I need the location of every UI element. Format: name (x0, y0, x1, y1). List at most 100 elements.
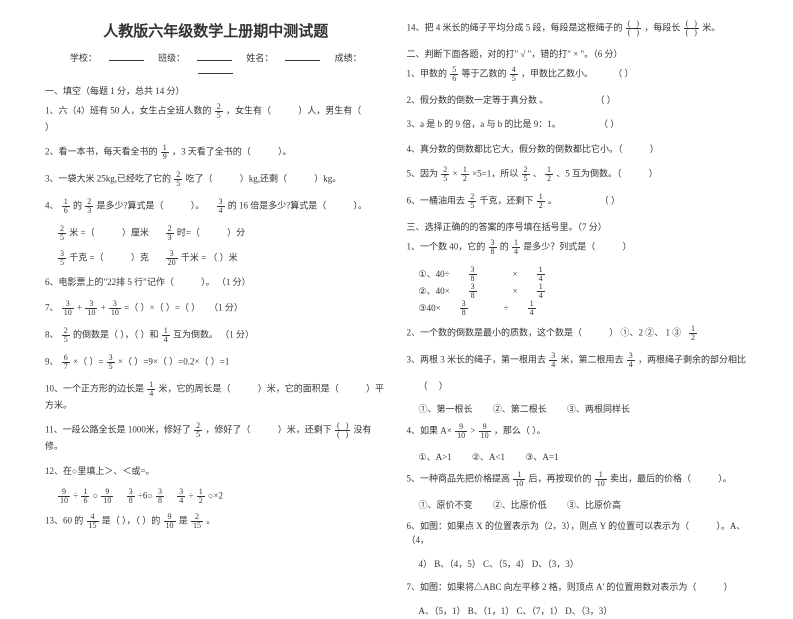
c1oa: ①、40÷ (419, 267, 450, 280)
q10a: 10、一个正方形的边长是 (45, 383, 144, 393)
c5d: ）。 (718, 473, 732, 483)
q2b: ，3 天看了全书的（ (172, 147, 251, 157)
b6a: 6、一桶油用去 (407, 196, 466, 206)
c1of: ÷ (504, 303, 509, 313)
q1: 1、六（4）班有 50 人，女生占全班人数的 25 ，女生有（ ）人，男生有（ … (45, 103, 387, 134)
c6: 6、如图：如果点 X 的位置表示为（2，3），则点 Y 的位置可以表示为（ ）。… (407, 519, 749, 548)
q5ab: ）厘米 (122, 228, 149, 238)
q10b: 米，它的周长是（ (159, 383, 231, 393)
q8b: 的倒数是（ ），（ ）和 (73, 329, 159, 339)
b3b: （ ） (599, 119, 619, 129)
q11b: ，修好了（ (205, 425, 250, 435)
q6a: 6、电影票上的"22排 5 行"记作（ (45, 277, 174, 287)
q5ad: ）分 (227, 228, 245, 238)
q2: 2、看一本书，每天看全书的 19 ，3 天看了全书的（ ）。 (45, 144, 387, 161)
c3: 3、两根 3 米长的绳子，第一根用去 34 米，第二根用去 34 ，两根绳子剩余… (407, 352, 749, 369)
b4: 4、真分数的倒数都比它大，假分数的倒数都比它小。（ ） (407, 142, 749, 156)
q3b: 吃了（ (186, 174, 213, 184)
section-b: 二、判断下面各题，对的打" √ "，错的打" × "。（6 分） (407, 47, 749, 60)
b1a: 1、甲数的 (407, 69, 448, 79)
b2b: （ ） (596, 95, 616, 105)
score-label: 成绩： (335, 51, 362, 64)
c1a: 1、一个数 40，它的 (407, 242, 486, 252)
q7c: + (101, 302, 106, 312)
c4a: 4、如果 A× (407, 425, 452, 435)
q9c: ×（ ）=9×（ ）=0.2×（ ）=1 (118, 356, 229, 366)
q3c: ）kg,还剩（ (240, 174, 287, 184)
c7a: 7、如图：如果将△ABC 向左平移 2 格，则顶点 A' 的位置用数对表示为（ (407, 582, 697, 592)
q13: 13、60 的 415 是（ ），（ ）的 910 是 215 。 (45, 513, 387, 530)
c1od: × (513, 286, 518, 296)
b5f: ） (649, 169, 658, 179)
q5b: 35 千克 =（ ）克 320 千米 = （ ）米 (57, 250, 387, 267)
b6b: 千克，还剩下 (480, 196, 534, 206)
q12ac: ÷6○ (138, 491, 153, 501)
b2: 2、假分数的倒数一定等于真分数 。 （ ） (407, 93, 749, 107)
b6: 6、一桶油用去 25 千克，还剩下 12 。 （ ） (407, 193, 749, 210)
q11a: 11、一段公路全长是 1000米，修好了 (45, 425, 191, 435)
left-column: 人教版六年级数学上册期中测试题 学校： 班级： 姓名： 成绩： 一、填空（每题 … (35, 20, 397, 541)
c3b: 米，第二根用去 (561, 355, 624, 365)
c4: 4、如果 A× 910 > 910 ，那么（ ）。 (407, 423, 749, 440)
q11c: ）米，还剩下 (278, 425, 332, 435)
q10c: ）米，它的面积是（ (258, 383, 339, 393)
c4oa: ①、A>1 (419, 450, 452, 463)
q12aa: ÷ (73, 491, 78, 501)
q14b: ，每段长 (644, 23, 680, 33)
c3oc: ③、两根同样长 (567, 402, 630, 415)
c5oa: ①、原价不变 (419, 498, 473, 511)
c1oe: ③40× (419, 303, 441, 314)
q14c: 米。 (702, 23, 720, 33)
q8: 8、 25 的倒数是（ ），（ ）和 14 互为倒数。 （1 分） (45, 327, 387, 344)
section-c: 三、选择正确的的答案的序号填在括号里。（7 分） (407, 220, 749, 233)
q4d: ）。 (191, 201, 205, 211)
q9a: 9、 (45, 356, 59, 366)
q14: 14、把 4 米长的绳子平均分成 5 段，每段是这根绳子的 ( )( ) ，每段… (407, 20, 749, 37)
c7: 7、如图：如果将△ABC 向左平移 2 格，则顶点 A' 的位置用数对表示为（ … (407, 580, 749, 594)
q12ad: ÷ (189, 491, 194, 501)
c3ob: ②、第二根长 (493, 402, 547, 415)
q5ba: 千克 =（ (69, 253, 103, 263)
q11: 11、一段公路全长是 1000米，修好了 25 ，修好了（ ）米，还剩下 ( )… (45, 422, 387, 453)
q4f: ）。 (354, 201, 368, 211)
c5: 5、一种商品先把价格提高 110 后，再按现价的 110 卖出，最后的价格（ ）… (407, 471, 749, 488)
b5b: × (453, 169, 458, 179)
b5c: ×5=1，所以 (472, 169, 518, 179)
q4: 4、 16 的 23 是多少?算式是（ ）。 34 的 16 倍是多少?算式是（… (45, 198, 387, 215)
c4ob: ②、A<1 (472, 450, 505, 463)
c5o: ①、原价不变 ②、比原价低 ③、比原价高 (419, 498, 749, 511)
c4b: > (470, 425, 475, 435)
q6: 6、电影票上的"22排 5 行"记作（ ）。 （1 分） (45, 275, 387, 289)
q5bb: ）克 (131, 253, 149, 263)
q13a: 13、60 的 (45, 516, 83, 526)
c1ob: × (513, 269, 518, 279)
q8a: 8、 (45, 329, 59, 339)
c6a: 6、如图：如果点 X 的位置表示为（2，3），则点 Y 的位置可以表示为（ (407, 521, 690, 531)
q3a: 3、一袋大米 25kg,已经吃了它的 (45, 174, 171, 184)
section-a: 一、填空（每题 1 分，总共 14 分） (45, 84, 387, 97)
q7e: （1 分） (209, 302, 243, 312)
c7b: ） (724, 582, 733, 592)
b1c: ，甲数比乙数小。 (521, 69, 593, 79)
q4e: 的 16 倍是多少?算式是（ (228, 201, 327, 211)
b6d: （ ） (600, 196, 620, 206)
b3a: 3、a 是 b 的 9 倍，a 与 b 的比是 9：1。 (407, 119, 561, 129)
c1d: ） (623, 242, 632, 252)
c3oa: ①、第一根长 (419, 402, 473, 415)
q12ab: ○ (93, 491, 98, 501)
c3a: 3、两根 3 米长的绳子，第一根用去 (407, 355, 547, 365)
q6b: ）。 （1 分） (201, 277, 251, 287)
b6c: 。 (548, 196, 557, 206)
c6sub: 4） B、（4，5） C、（5，4） D、（3，3） (419, 557, 749, 571)
c2: 2、一个数的倒数是最小的质数，这个数是（ ） ①、2 ②、 1 ③ 12 (407, 325, 749, 342)
b5d: 、 (533, 169, 542, 179)
q13b: 是（ ），（ ）的 (102, 516, 161, 526)
q3d: ）kg。 (314, 174, 341, 184)
right-column: 14、把 4 米长的绳子平均分成 5 段，每段是这根绳子的 ( )( ) ，每段… (397, 20, 759, 541)
q4a: 4、 (45, 201, 59, 211)
q7: 7、 310 + 310 + 310 =（ ）×（ ）=（ ） （1 分） (45, 300, 387, 317)
q7d: =（ ）×（ ）=（ ） (124, 302, 200, 312)
c5oc: ③、比原价高 (567, 498, 621, 511)
q12a: 910 ÷ 16 ○ 910 38 ÷6○ 38 34 ÷ 12 ○×2 (57, 488, 387, 505)
info-line: 学校： 班级： 姓名： 成绩： (45, 51, 387, 76)
